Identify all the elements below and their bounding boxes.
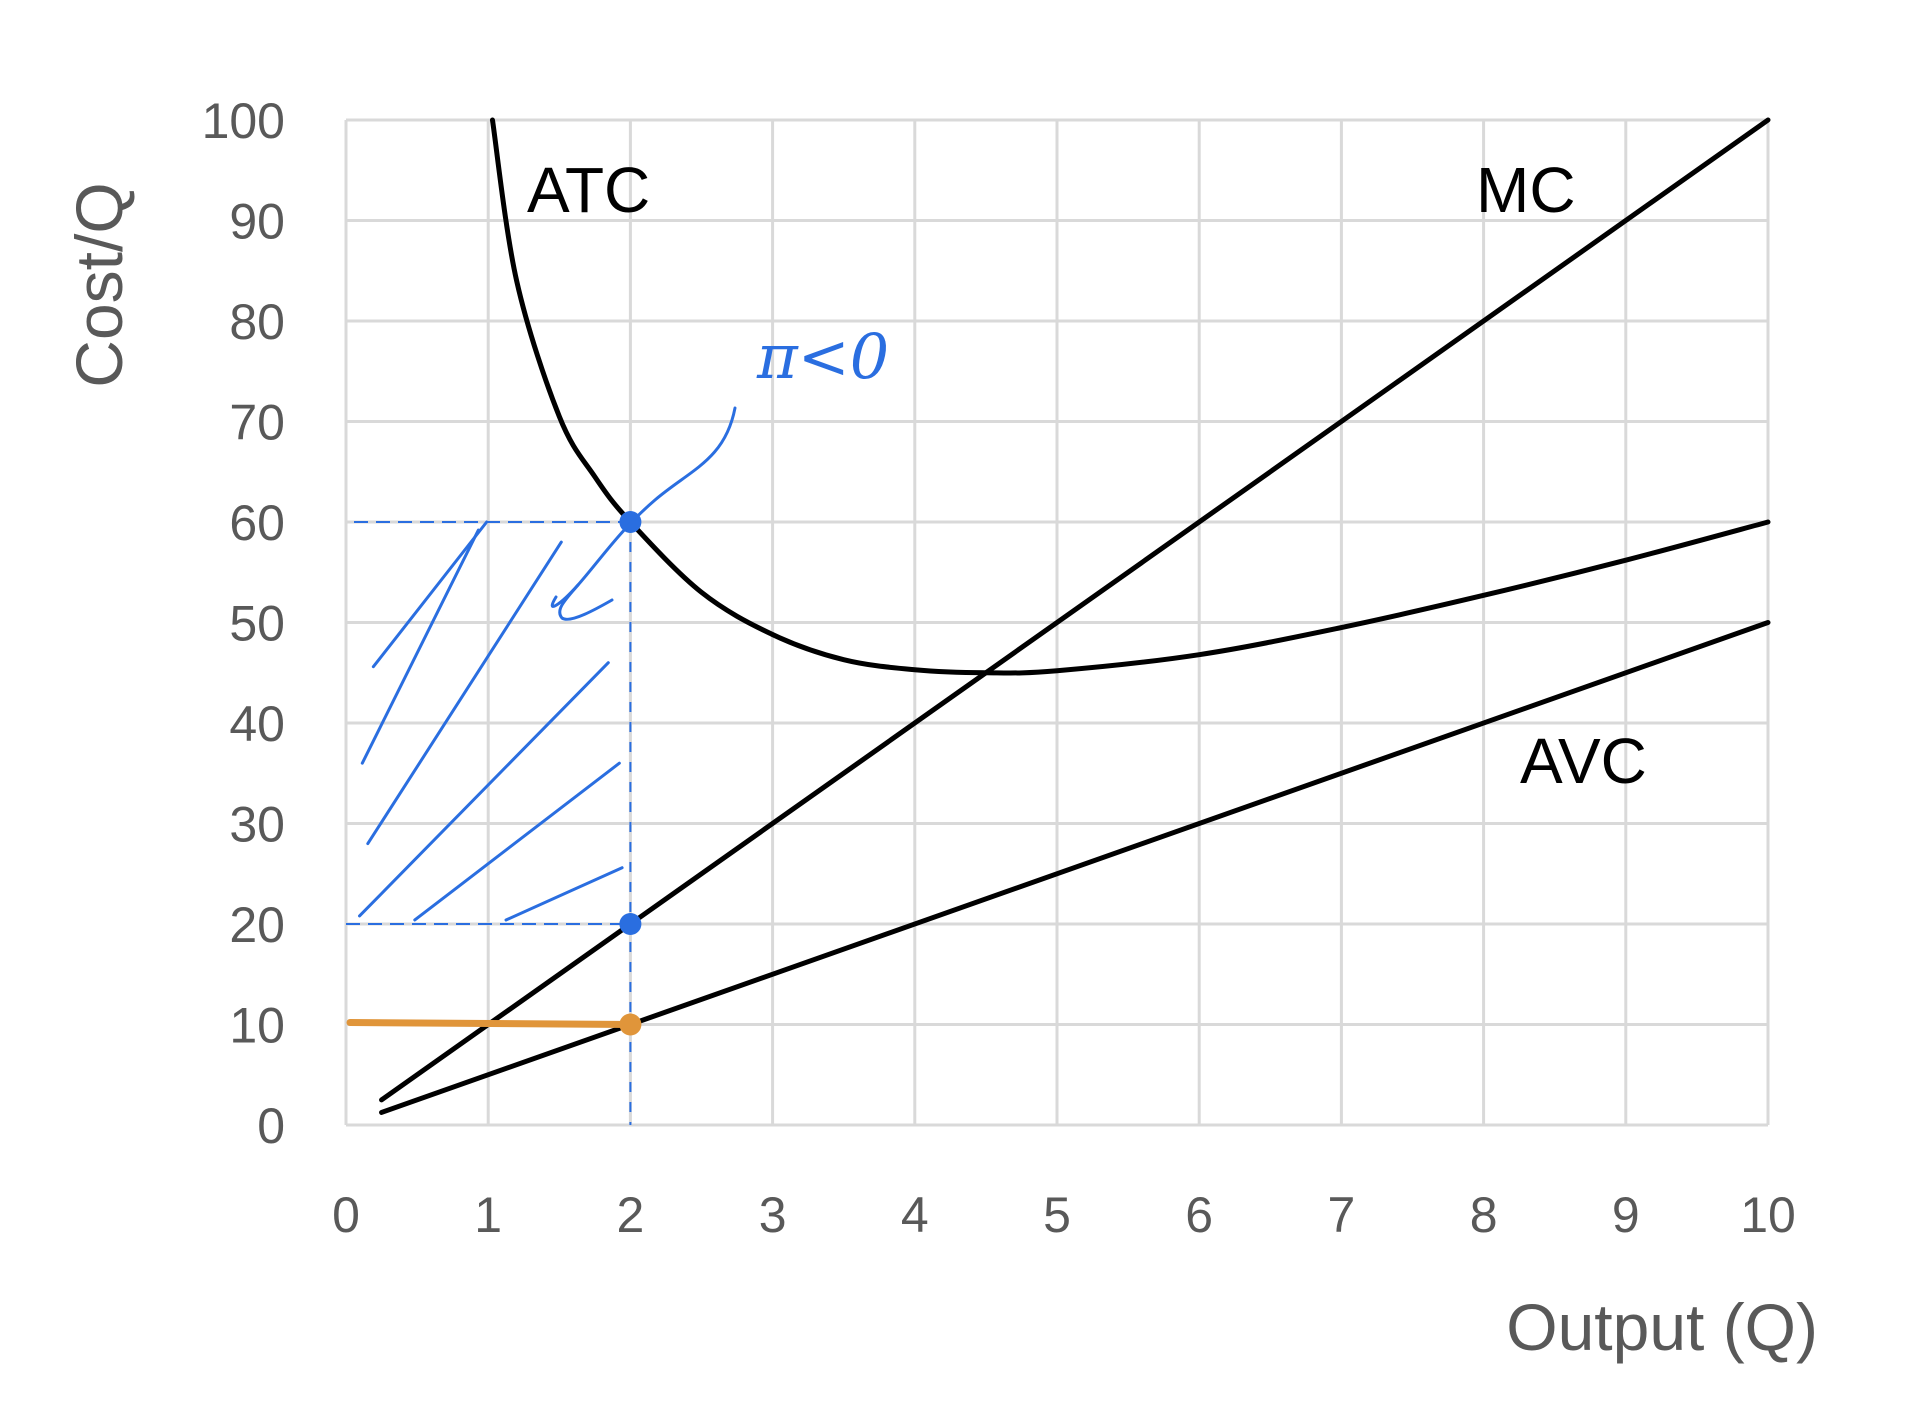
y-tick-label: 0 [257, 1098, 285, 1154]
y-tick-label: 70 [229, 395, 285, 451]
y-tick-label: 20 [229, 897, 285, 953]
x-tick-label: 0 [332, 1187, 360, 1243]
mc-label: MC [1476, 154, 1576, 226]
y-tick-label: 10 [229, 998, 285, 1054]
x-tick-label: 3 [759, 1187, 787, 1243]
hatch-stroke [371, 520, 489, 669]
annotations [346, 406, 737, 1036]
y-tick-label: 80 [229, 294, 285, 350]
y-tick-label: 50 [229, 596, 285, 652]
x-tick-label: 1 [474, 1187, 502, 1243]
y-tick-label: 90 [229, 194, 285, 250]
x-tick-label: 7 [1327, 1187, 1355, 1243]
x-tick-label: 9 [1612, 1187, 1640, 1243]
annotation-point [619, 913, 642, 935]
series-lines [379, 117, 1771, 1115]
x-axis-title: Output (Q) [1506, 1290, 1818, 1364]
x-tick-label: 6 [1185, 1187, 1213, 1243]
avc-level-line [346, 1019, 634, 1028]
mc-line [379, 117, 1771, 1103]
grid [344, 118, 1770, 1127]
y-tick-label: 60 [229, 495, 285, 551]
hatch-stroke [413, 761, 621, 922]
x-tick-label: 5 [1043, 1187, 1071, 1243]
avc-label: AVC [1520, 725, 1647, 797]
x-tick-label: 10 [1740, 1187, 1796, 1243]
profit-note: π<0 [756, 320, 889, 393]
avc-line [379, 620, 1771, 1115]
note-pointer-arrow [550, 406, 737, 608]
atc-line [489, 117, 1771, 676]
annotation-point [619, 1013, 642, 1036]
atc-label: ATC [527, 154, 650, 226]
x-tick-label: 2 [616, 1187, 644, 1243]
hatch-stroke [360, 528, 480, 765]
x-tick-label: 8 [1470, 1187, 1498, 1243]
arrow-head [558, 583, 614, 621]
y-tick-label: 40 [229, 696, 285, 752]
hatch-stroke [504, 866, 624, 922]
x-tick-label: 4 [901, 1187, 929, 1243]
y-tick-label: 100 [202, 93, 285, 149]
y-tick-label: 30 [229, 797, 285, 853]
hatch-stroke [358, 661, 610, 918]
hatch-stroke [366, 540, 563, 846]
y-axis-title: Cost/Q [62, 182, 136, 387]
